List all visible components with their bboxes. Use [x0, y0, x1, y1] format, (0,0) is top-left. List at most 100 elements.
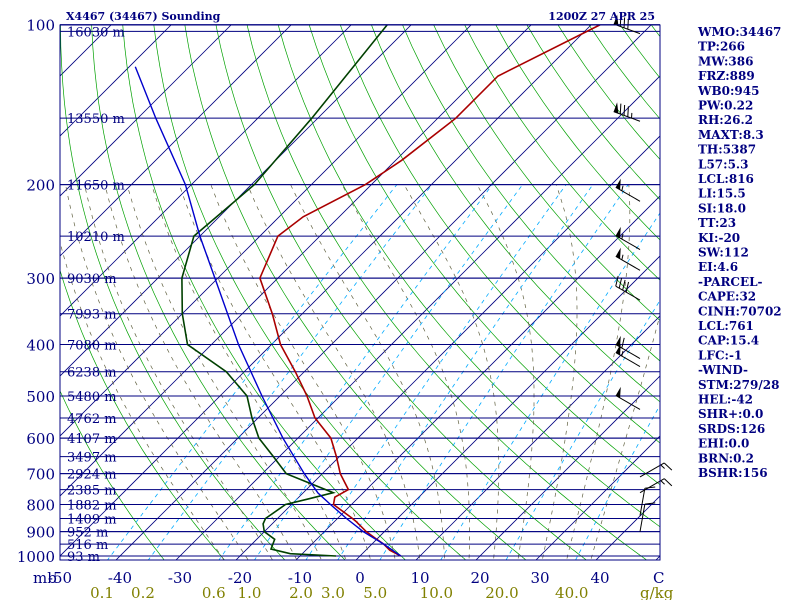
pressure-tick-label: 700 — [26, 466, 55, 484]
isotherm-line — [115, 25, 652, 560]
temperature-tick-label: -40 — [108, 569, 132, 587]
index-line: L57:5.3 — [698, 157, 748, 171]
pressure-tick-label: 1000 — [17, 548, 55, 566]
isotherm-line — [415, 315, 660, 560]
temperature-tick-label: 40 — [590, 569, 609, 587]
dry-adiabat-line — [60, 269, 225, 560]
isotherm-line — [60, 25, 472, 437]
height-label: 516 m — [67, 538, 108, 553]
wind-barb-half-flag — [621, 254, 624, 260]
temperature-tick-label: -20 — [228, 569, 252, 587]
wind-barb-flag — [625, 281, 630, 293]
temperature-tick-label: 0 — [355, 569, 365, 587]
isotherm-line — [60, 25, 232, 197]
wind-barb-pennant — [615, 226, 621, 239]
height-label: 7080 m — [67, 339, 117, 354]
index-line: EI:4.6 — [698, 260, 738, 274]
isotherm-lines — [60, 25, 660, 560]
mixing-ratio-line — [107, 184, 398, 560]
isotherm-line — [60, 25, 412, 377]
wind-barb-half-flag — [621, 185, 624, 191]
sounding-traces — [134, 25, 601, 557]
valid-time: 1200Z 27 APR 25 — [548, 10, 655, 23]
index-line: SHR+:0.0 — [698, 407, 763, 421]
wind-barb-half-flag — [621, 350, 624, 357]
mixing-ratio-line — [505, 299, 660, 560]
wind-barb-staff — [615, 352, 641, 367]
index-line: MW:386 — [698, 54, 753, 68]
wind-barb-pennant — [615, 343, 621, 356]
temperature-trace — [259, 25, 601, 557]
isotherm-line — [175, 75, 660, 560]
wind-barb-staff — [613, 111, 641, 122]
height-label: 2924 m — [67, 468, 117, 483]
moist-adiabat-line — [341, 184, 470, 560]
mixing-ratio-unit-label: g/kg — [640, 584, 674, 600]
index-line: LI:15.5 — [698, 187, 746, 201]
wind-barb-flag — [619, 103, 622, 115]
index-line: TT:23 — [698, 216, 736, 230]
index-line: SRDS:126 — [698, 422, 765, 436]
plot-frame — [59, 24, 661, 561]
wind-barb-pennant — [615, 386, 621, 398]
height-label: 1882 m — [67, 499, 117, 514]
wind-barb-flag — [644, 486, 656, 489]
wind-barb-half-flag — [660, 480, 665, 485]
pressure-tick-labels: 100 200 300 400 500 600 700 800 900 1000 — [17, 17, 55, 566]
mixing-ratio-tick-label: 2.0 — [289, 584, 313, 600]
pressure-unit-label: mb — [33, 569, 57, 587]
wind-barb-half-flag — [621, 233, 624, 240]
wind-barb-flag — [618, 277, 623, 289]
height-label: 1409 m — [67, 512, 117, 527]
pressure-tick-label: 800 — [26, 497, 55, 515]
dry-adiabat-line — [60, 390, 165, 560]
temperature-tick-labels: -50 -40 -30 -20 -10 0 10 20 30 40 — [48, 569, 610, 587]
temperature-tick-label: 10 — [410, 569, 429, 587]
wind-barb-flag — [644, 502, 656, 505]
moist-adiabat-line — [104, 184, 298, 560]
height-label: 16030 m — [67, 25, 125, 40]
mixing-ratio-line — [440, 212, 660, 560]
wind-barb-pennant — [615, 335, 621, 348]
mixing-ratio-line — [575, 404, 660, 560]
wind-barb — [615, 386, 641, 410]
index-line: EHI:0.0 — [698, 437, 749, 451]
wind-barb-staff — [639, 488, 646, 516]
moist-adiabat-line — [403, 184, 500, 560]
index-line: RH:26.2 — [698, 113, 753, 127]
index-line: WMO:34467 — [697, 25, 781, 39]
isotherm-line — [60, 25, 592, 557]
isotherm-line — [60, 25, 172, 137]
height-label: 7993 m — [67, 308, 117, 323]
wind-barb-flag — [663, 478, 673, 487]
mixing-ratio-line — [147, 184, 433, 560]
wind-barb — [639, 486, 656, 516]
wind-barb-pennant — [615, 247, 621, 259]
wind-barb-flag — [663, 462, 673, 471]
height-label: 93 m — [67, 550, 100, 565]
mixing-ratio-tick-label: 0.1 — [90, 584, 114, 600]
wind-barb-flag — [627, 18, 629, 30]
mixing-ratio-tick-label: 0.2 — [131, 584, 155, 600]
wind-barb-staff — [615, 285, 641, 301]
temperature-tick-label: -30 — [168, 569, 192, 587]
wind-barb — [615, 226, 641, 250]
moist-adiabat-line — [541, 184, 578, 560]
mixing-ratio-tick-label: 40.0 — [555, 584, 588, 600]
wind-barb-flag — [621, 337, 625, 349]
index-line: KI:-20 — [698, 231, 740, 245]
index-line: -PARCEL- — [698, 275, 763, 289]
wind-barb-flag — [623, 104, 626, 116]
wind-barb-flag — [623, 17, 626, 28]
wind-barb-staff — [615, 255, 641, 271]
wind-barb-half-flag — [660, 464, 665, 469]
index-line: HEL:-42 — [698, 393, 753, 407]
index-line: -WIND- — [698, 363, 748, 377]
wind-barb — [613, 102, 641, 122]
index-line: SW:112 — [698, 246, 749, 260]
station-title: X4467 (34467) Sounding — [66, 10, 221, 23]
index-line: CINH:70702 — [698, 304, 782, 318]
pressure-tick-label: 500 — [26, 388, 55, 406]
